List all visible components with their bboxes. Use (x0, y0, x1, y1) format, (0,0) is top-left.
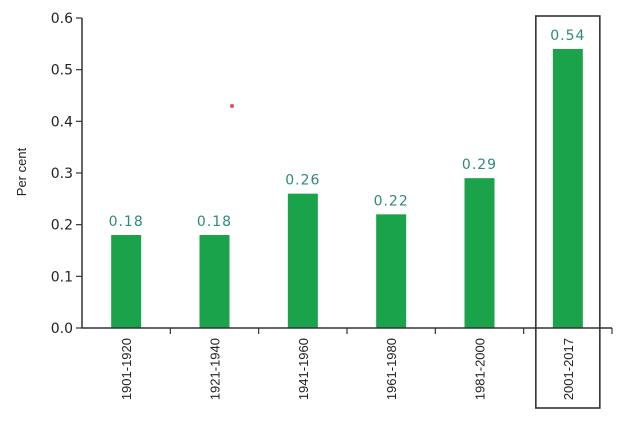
bar (199, 235, 230, 328)
x-category-label: 1921-1940 (208, 338, 223, 400)
bar-value-label: 0.22 (374, 193, 409, 209)
x-category-label: 1961-1980 (384, 338, 399, 400)
x-category-label: 1981-2000 (473, 338, 488, 400)
bar-value-label: 0.54 (550, 28, 585, 44)
y-tick-label: 0.6 (51, 11, 73, 27)
bar-value-label: 0.18 (109, 214, 144, 230)
y-tick-label: 0.4 (51, 114, 73, 130)
bar-value-label: 0.26 (285, 173, 320, 189)
bar (111, 235, 142, 328)
bar (287, 193, 318, 328)
bars-group (111, 49, 583, 328)
bar-value-label: 0.29 (462, 157, 497, 173)
y-axis-ticks: 0.0 0.1 0.2 0.3 0.4 0.5 0.6 (51, 11, 82, 337)
x-category-label: 2001-2017 (561, 338, 576, 400)
x-category-label: 1941-1960 (296, 338, 311, 400)
y-tick-label: 0.5 (51, 63, 73, 79)
bar (552, 49, 583, 328)
y-tick-label: 0.2 (51, 218, 73, 234)
x-axis-labels: 1901-1920 1921-1940 1941-1960 1961-1980 1981… (119, 328, 613, 400)
y-tick-label: 0.3 (51, 166, 73, 182)
bar (464, 178, 495, 328)
x-category-label: 1901-1920 (119, 338, 134, 400)
highlight-box (535, 15, 601, 409)
bar-value-label: 0.18 (197, 214, 232, 230)
stray-marker-dot (230, 104, 234, 108)
y-tick-label: 0.1 (51, 269, 73, 285)
y-tick-label: 0.0 (51, 321, 73, 337)
y-axis-label: Per cent (14, 147, 29, 196)
value-labels-group: 0.18 0.18 0.26 0.22 0.29 0.54 (109, 28, 585, 230)
bar (376, 214, 407, 328)
